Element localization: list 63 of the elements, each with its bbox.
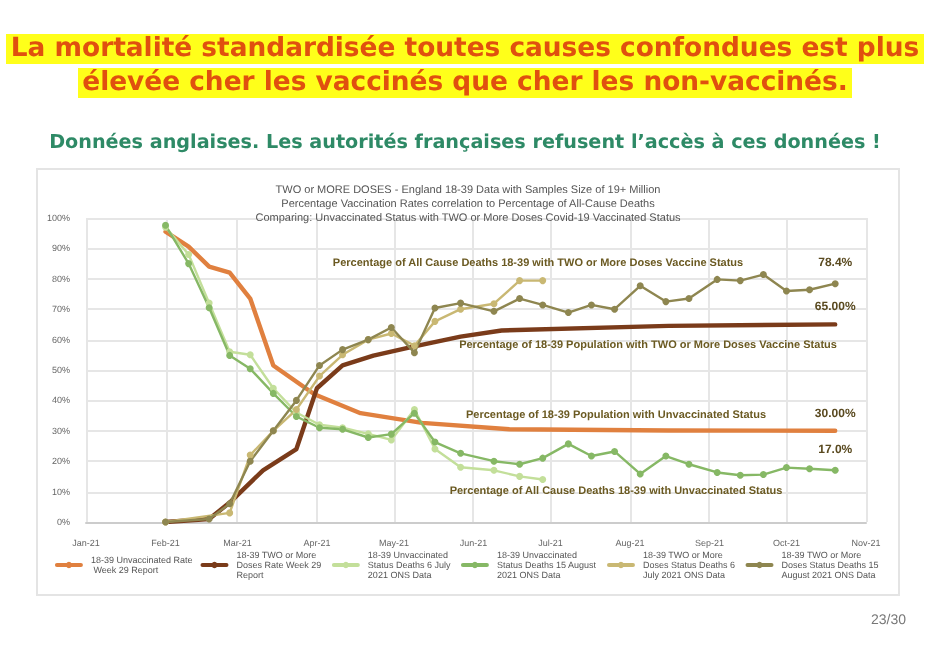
- point: [490, 300, 498, 308]
- point: [539, 301, 547, 309]
- point: [457, 305, 465, 313]
- point: [662, 298, 670, 306]
- chart-subtitle: Données anglaises. Les autorités françaises refusent l’accès à ces données !: [47, 132, 883, 154]
- point: [431, 317, 439, 325]
- point: [713, 275, 721, 283]
- point: [387, 330, 395, 338]
- point: [587, 452, 595, 460]
- point: [246, 365, 254, 373]
- point: [516, 277, 524, 285]
- point: [539, 454, 547, 462]
- point: [636, 470, 644, 478]
- point: [490, 307, 498, 315]
- point: [636, 282, 644, 290]
- point: [782, 287, 790, 295]
- point: [292, 396, 300, 404]
- point: [759, 471, 767, 479]
- point: [564, 440, 572, 448]
- point: [539, 475, 547, 483]
- point: [246, 451, 254, 459]
- point: [457, 449, 465, 457]
- point: [269, 389, 277, 397]
- point: [226, 500, 234, 508]
- point: [185, 250, 193, 258]
- point: [246, 351, 254, 359]
- point: [806, 465, 814, 473]
- point: [185, 260, 193, 268]
- point: [736, 471, 744, 479]
- point: [516, 460, 524, 468]
- point: [685, 460, 693, 468]
- point: [782, 464, 790, 472]
- point: [564, 309, 572, 317]
- point: [315, 361, 323, 369]
- point: [831, 280, 839, 288]
- point: [205, 304, 213, 312]
- chart-title: La mortalité standardisée toutes causes confondues est plus élevée cher les vaccinés que cher les non-vaccinés.: [6, 34, 924, 98]
- point: [736, 277, 744, 285]
- point: [516, 295, 524, 303]
- point: [387, 323, 395, 331]
- point: [410, 342, 418, 350]
- point: [205, 515, 213, 523]
- point: [246, 457, 254, 465]
- point: [490, 466, 498, 474]
- point: [831, 466, 839, 474]
- point: [806, 286, 814, 294]
- point: [587, 301, 595, 309]
- point: [490, 457, 498, 465]
- point: [410, 349, 418, 357]
- point: [611, 447, 619, 455]
- point: [315, 372, 323, 380]
- point: [759, 271, 767, 279]
- point: [387, 430, 395, 438]
- point: [685, 295, 693, 303]
- point: [539, 277, 547, 285]
- point: [457, 463, 465, 471]
- point: [457, 299, 465, 307]
- point: [713, 468, 721, 476]
- point: [339, 346, 347, 354]
- point: [226, 509, 234, 517]
- point: [516, 472, 524, 480]
- point: [611, 305, 619, 313]
- point: [662, 452, 670, 460]
